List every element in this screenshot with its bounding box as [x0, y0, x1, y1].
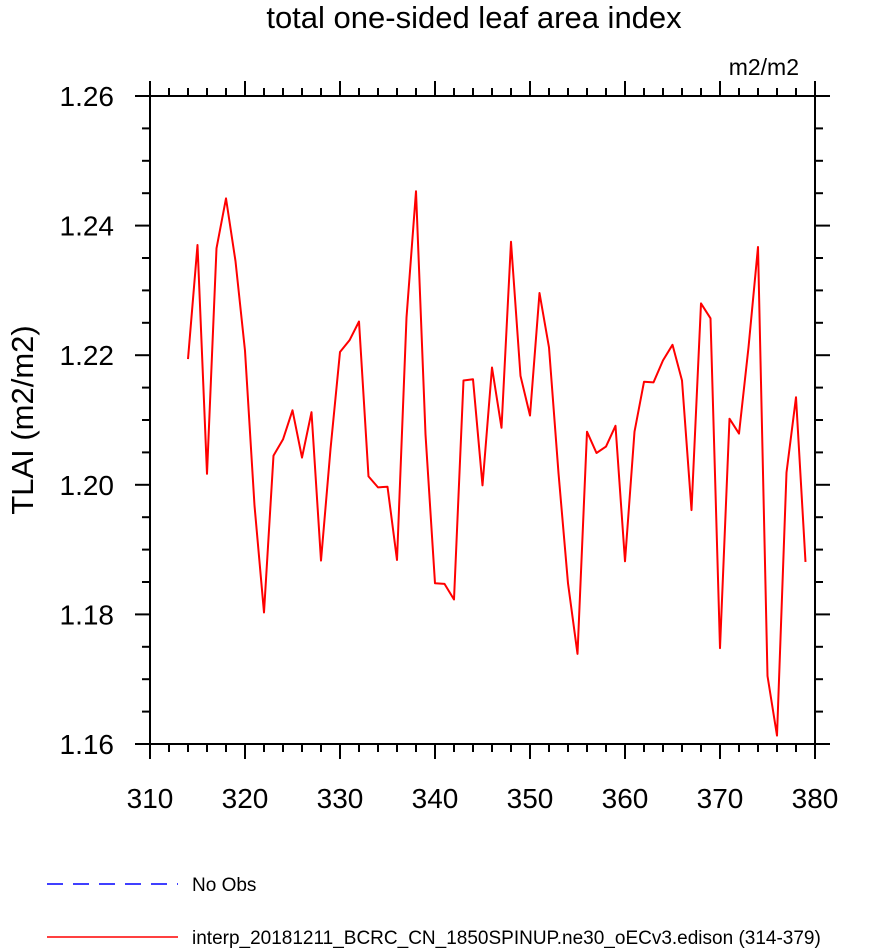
- plot-series: [187, 190, 807, 737]
- legend-label: No Obs: [192, 875, 256, 896]
- x-tick-label: 330: [317, 783, 364, 814]
- chart-title: total one-sided leaf area index: [266, 0, 682, 35]
- x-tick-label: 370: [697, 783, 744, 814]
- y-tick-label: 1.16: [60, 729, 115, 760]
- x-tick-label: 380: [792, 783, 839, 814]
- x-tick-label: 310: [127, 783, 174, 814]
- x-tick-label: 350: [507, 783, 554, 814]
- axes: 310 320 330 340 350 360 370 380 1.16 1.18 1.20 1.22…: [60, 81, 839, 814]
- y-axis-label: TLAI (m2/m2): [5, 325, 40, 514]
- x-tick-label: 320: [222, 783, 269, 814]
- legend: No Obs interp_20181211_BCRC_CN_1850SPINUP…: [47, 875, 821, 949]
- units-label: m2/m2: [729, 54, 799, 80]
- y-tick-label: 1.20: [60, 470, 115, 501]
- y-tick-label: 1.24: [60, 211, 115, 242]
- y-tick-label: 1.26: [60, 81, 115, 112]
- x-tick-label: 340: [412, 783, 459, 814]
- y-tick-label: 1.18: [60, 599, 115, 630]
- x-tick-label: 360: [602, 783, 649, 814]
- series-line: [187, 190, 807, 737]
- y-tick-label: 1.22: [60, 340, 115, 371]
- legend-label: interp_20181211_BCRC_CN_1850SPINUP.ne30_…: [192, 928, 821, 949]
